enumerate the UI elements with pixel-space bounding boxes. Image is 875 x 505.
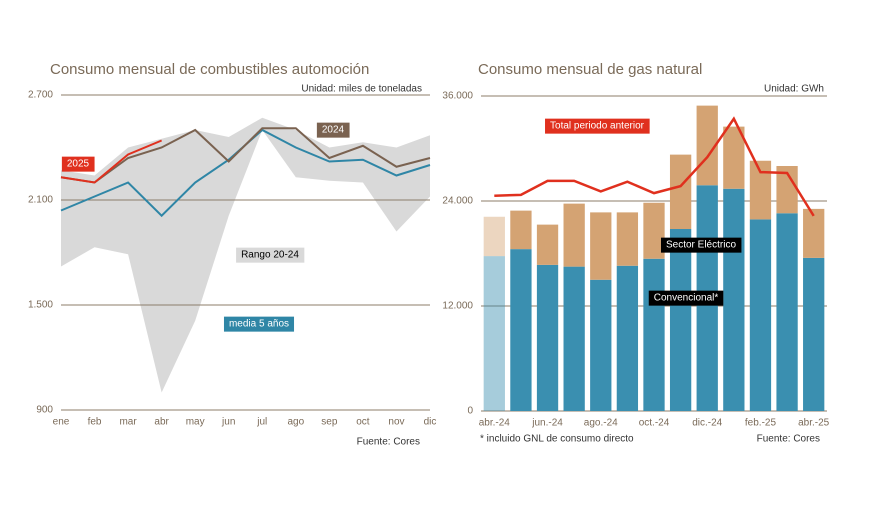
bar-segment [803, 257, 825, 411]
x-tick-label: oct [356, 417, 370, 428]
x-tick-label: abr [154, 417, 169, 428]
y-tick-label: 0 [467, 406, 473, 417]
x-tick-label: jun [221, 417, 235, 428]
legend-label: media 5 años [229, 319, 289, 330]
bar-segment [616, 265, 639, 411]
bar-segment [510, 249, 532, 411]
x-tick-label: ago [287, 417, 304, 428]
bar-segment [510, 210, 532, 250]
bar-segment [563, 266, 585, 411]
y-tick-label: 12.000 [442, 301, 473, 312]
series-line [494, 116, 815, 217]
legend-label: Sector Eléctrico [666, 240, 736, 251]
footnote: * incluido GNL de consumo directo [480, 434, 634, 445]
bar-segment [776, 213, 798, 411]
bar-segment [616, 212, 639, 266]
legend-label-box [223, 316, 295, 332]
legend-label-box [236, 247, 305, 263]
x-tick-label: jul [256, 417, 267, 428]
x-tick-label: abr.-25 [798, 418, 830, 429]
y-tick-label: 1.500 [28, 300, 53, 311]
bar-segment [723, 188, 745, 411]
bar-segment [696, 105, 718, 186]
legend-label: 2025 [67, 159, 90, 170]
x-tick-label: sep [321, 417, 338, 428]
legend-label-box [316, 122, 350, 138]
unit-note: Unidad: GWh [764, 84, 824, 95]
chart-title: Consumo mensual de combustibles automoci… [50, 61, 369, 78]
bar-segment [776, 166, 798, 214]
x-tick-label: nov [388, 417, 404, 428]
legend-label-box [660, 237, 742, 253]
bar-segment [749, 160, 772, 220]
bar-segment [483, 216, 505, 257]
series-line [60, 139, 163, 184]
source: Fuente: Cores [357, 437, 420, 448]
x-tick-label: may [186, 417, 205, 428]
bar-segment [483, 256, 505, 411]
legend-label: Rango 20-24 [241, 250, 299, 261]
bar-segment [669, 229, 692, 411]
x-tick-label: feb [88, 417, 102, 428]
bar-segment [536, 224, 559, 265]
x-tick-label: oct.-24 [639, 418, 670, 429]
bar-segment [590, 212, 612, 280]
bar-segment [643, 202, 665, 259]
y-tick-label: 2.100 [28, 195, 53, 206]
legend-label-box [648, 290, 724, 306]
bar-segment [749, 219, 772, 411]
bar-segment [590, 279, 612, 411]
legend-label-box [61, 156, 95, 172]
range-area [61, 117, 430, 393]
x-tick-label: dic [424, 417, 437, 428]
y-tick-label: 900 [36, 405, 53, 416]
x-tick-label: feb.-25 [745, 418, 777, 429]
legend-label-box [545, 118, 650, 134]
x-tick-label: abr.-24 [479, 418, 511, 429]
y-tick-label: 36.000 [442, 91, 473, 102]
legend-label: Convencional* [654, 293, 719, 304]
series-line [60, 127, 431, 184]
chart-title: Consumo mensual de gas natural [478, 61, 702, 78]
bar-segment [723, 126, 745, 189]
legend-label: 2024 [322, 125, 345, 136]
legend-label: Total periodo anterior [550, 121, 645, 132]
x-tick-label: ene [53, 417, 70, 428]
bar-segment [643, 258, 665, 411]
bar-segment [669, 154, 692, 229]
y-tick-label: 24.000 [442, 196, 473, 207]
bar-segment [536, 264, 559, 411]
bar-segment [563, 203, 585, 267]
x-tick-label: dic.-24 [692, 418, 722, 429]
source: Fuente: Cores [757, 434, 820, 445]
y-tick-label: 2.700 [28, 90, 53, 101]
x-tick-label: jun.-24 [531, 418, 563, 429]
x-tick-label: mar [119, 417, 137, 428]
unit-note: Unidad: miles de toneladas [301, 84, 422, 95]
x-tick-label: ago.-24 [584, 418, 618, 429]
bar-segment [803, 208, 825, 258]
